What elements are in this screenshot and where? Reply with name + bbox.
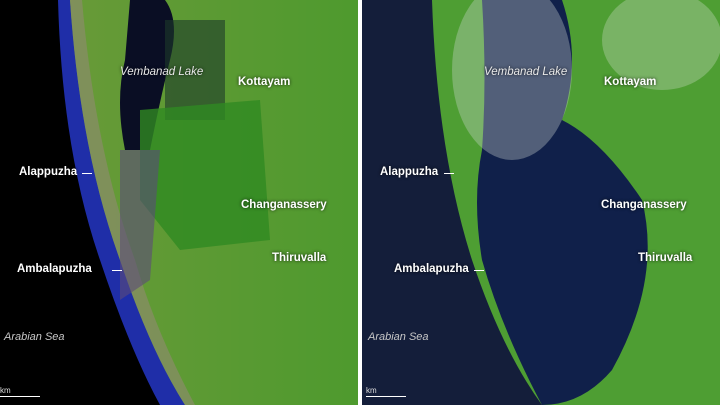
label-thiruvalla: Thiruvalla: [638, 252, 693, 264]
before-image-panel: Vembanad Lake Kottayam Alappuzha Changan…: [0, 0, 358, 405]
label-vembanad-lake: Vembanad Lake: [484, 66, 568, 78]
scale-bar: km: [0, 386, 40, 397]
label-thiruvalla: Thiruvalla: [272, 252, 327, 264]
scale-label: km: [366, 386, 377, 395]
scale-bar: km: [366, 386, 406, 397]
label-ambalapuzha: Ambalapuzha: [394, 263, 469, 275]
label-changanassery: Changanassery: [601, 199, 687, 211]
marker-ambalapuzha: [474, 270, 484, 271]
marker-alappuzha: [82, 173, 92, 174]
after-image-panel: Vembanad Lake Kottayam Alappuzha Changan…: [362, 0, 720, 405]
label-alappuzha: Alappuzha: [380, 166, 439, 178]
label-ambalapuzha: Ambalapuzha: [17, 263, 92, 275]
label-arabian-sea: Arabian Sea: [368, 331, 429, 343]
label-alappuzha: Alappuzha: [19, 166, 78, 178]
scale-label: km: [0, 386, 11, 395]
label-changanassery: Changanassery: [241, 199, 327, 211]
label-vembanad-lake: Vembanad Lake: [120, 66, 204, 78]
satellite-image-before: [0, 0, 358, 405]
marker-ambalapuzha: [112, 270, 122, 271]
label-kottayam: Kottayam: [604, 76, 657, 88]
label-kottayam: Kottayam: [238, 76, 291, 88]
satellite-image-after: [362, 0, 720, 405]
marker-alappuzha: [444, 173, 454, 174]
label-arabian-sea: Arabian Sea: [4, 331, 65, 343]
